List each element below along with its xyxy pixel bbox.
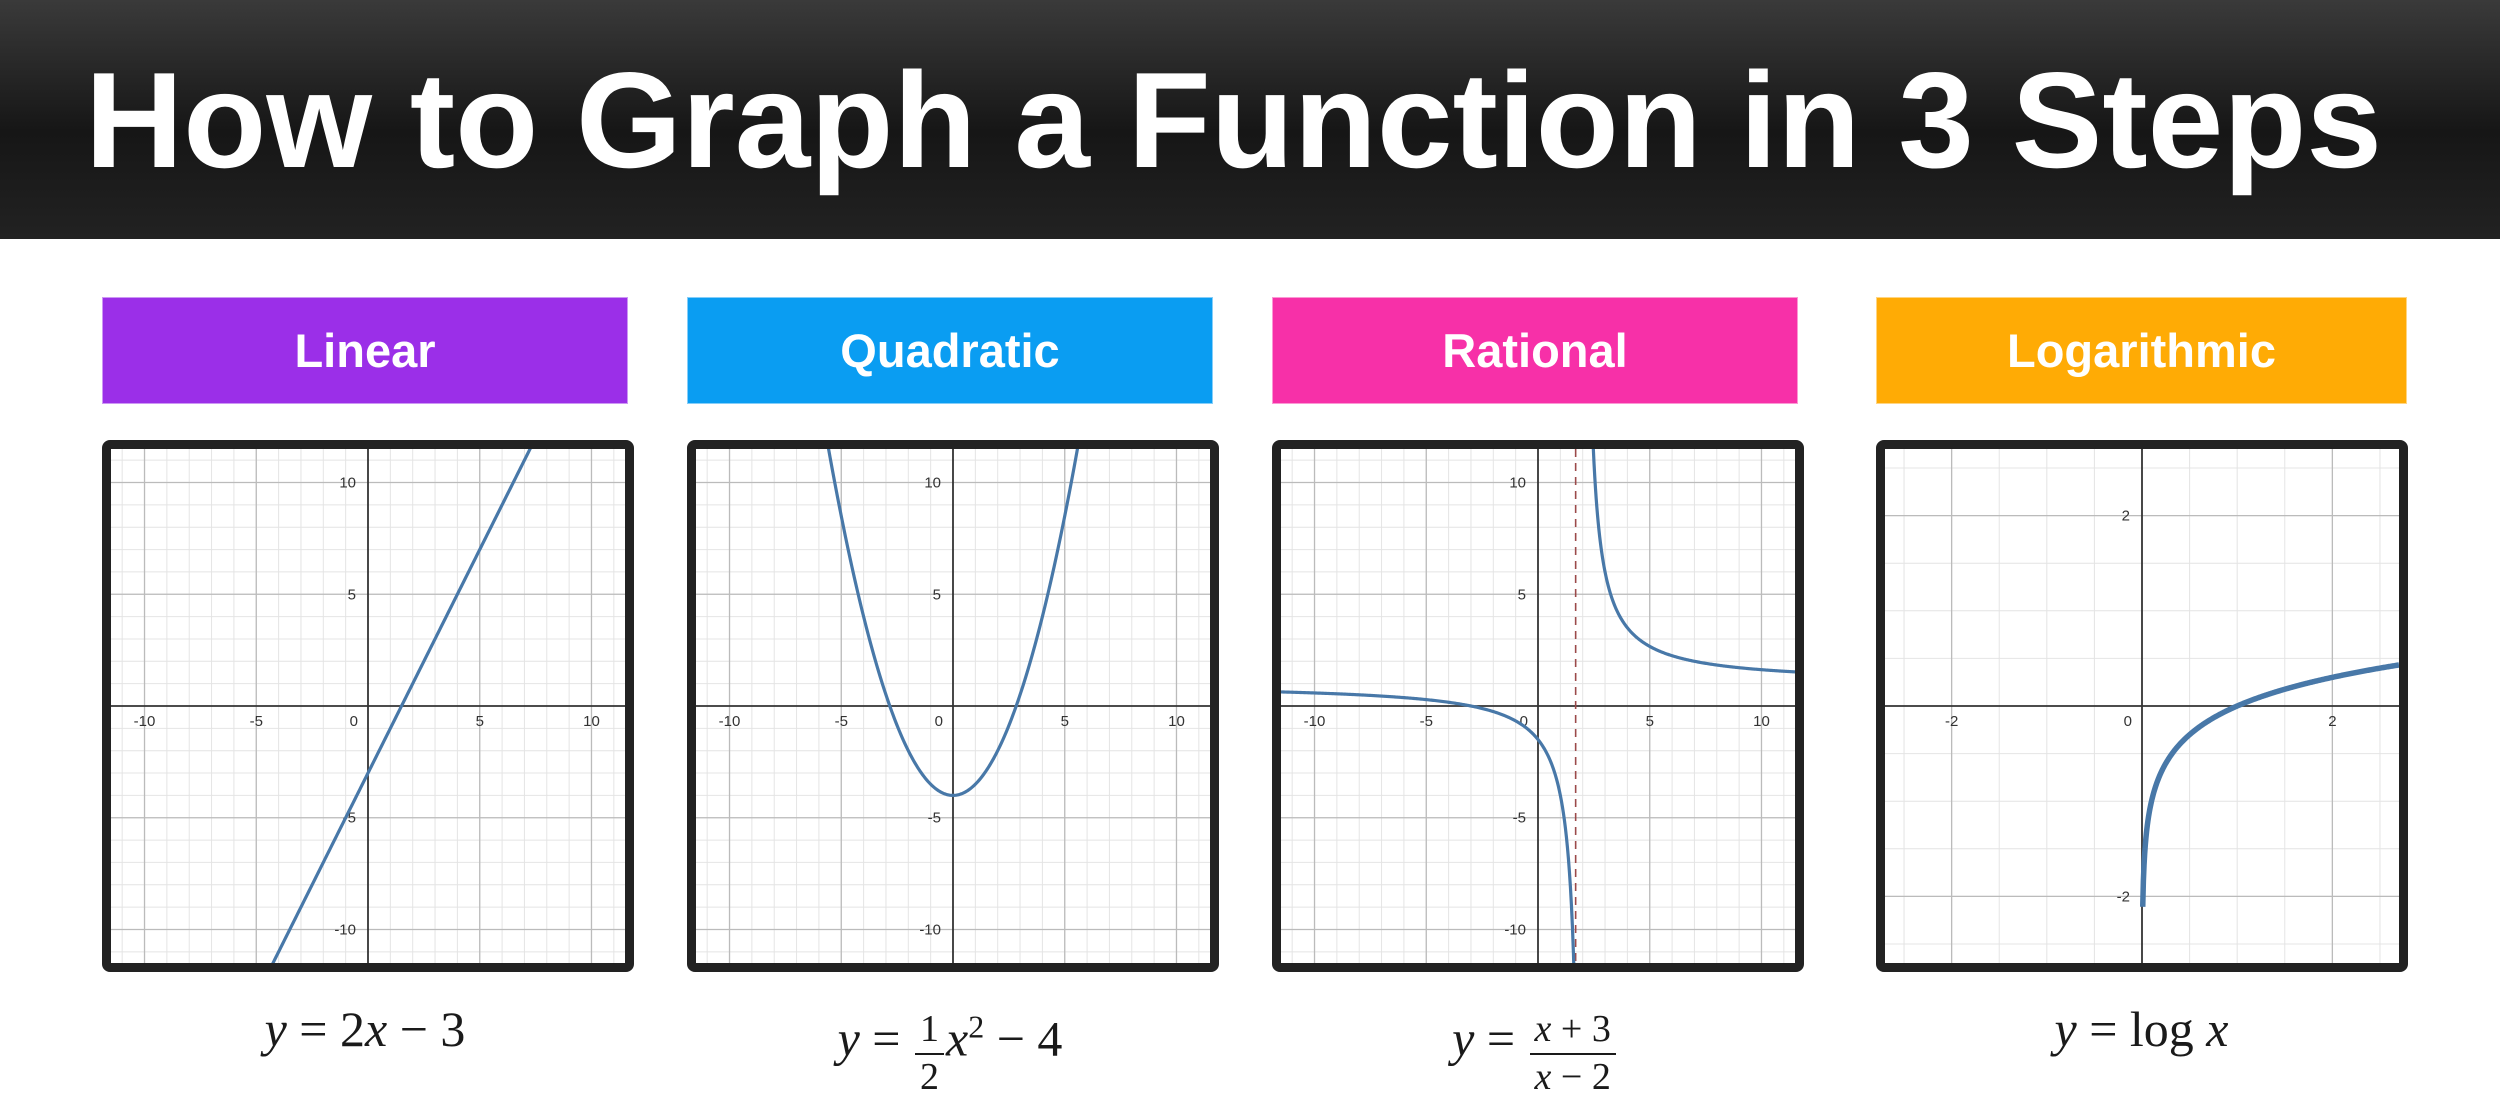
svg-text:10: 10 <box>924 475 941 492</box>
svg-text:-10: -10 <box>1304 713 1326 730</box>
svg-text:-5: -5 <box>1513 810 1526 827</box>
svg-text:-2: -2 <box>2117 888 2130 905</box>
svg-text:5: 5 <box>933 586 941 603</box>
svg-text:0: 0 <box>350 713 358 730</box>
svg-text:0: 0 <box>935 713 943 730</box>
svg-text:-10: -10 <box>919 921 941 938</box>
svg-text:10: 10 <box>1753 713 1770 730</box>
svg-text:5: 5 <box>348 586 356 603</box>
svg-text:2: 2 <box>2122 508 2130 525</box>
svg-text:10: 10 <box>1509 475 1526 492</box>
svg-text:-2: -2 <box>1945 713 1958 730</box>
svg-text:5: 5 <box>1518 586 1526 603</box>
svg-text:0: 0 <box>2124 713 2132 730</box>
svg-text:-5: -5 <box>835 713 848 730</box>
svg-text:-5: -5 <box>250 713 263 730</box>
svg-text:5: 5 <box>1646 713 1654 730</box>
svg-text:10: 10 <box>339 475 356 492</box>
svg-text:-10: -10 <box>334 921 356 938</box>
svg-text:2: 2 <box>2328 713 2336 730</box>
svg-text:-10: -10 <box>719 713 741 730</box>
svg-text:5: 5 <box>476 713 484 730</box>
svg-text:-10: -10 <box>134 713 156 730</box>
svg-text:5: 5 <box>1061 713 1069 730</box>
svg-text:10: 10 <box>583 713 600 730</box>
svg-text:-5: -5 <box>928 810 941 827</box>
svg-text:-5: -5 <box>1420 713 1433 730</box>
svg-text:-10: -10 <box>1504 921 1526 938</box>
svg-text:10: 10 <box>1168 713 1185 730</box>
